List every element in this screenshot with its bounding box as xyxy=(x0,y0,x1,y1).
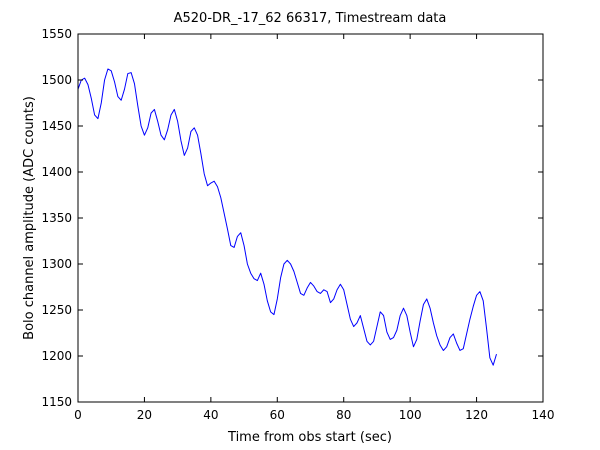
x-tick-label: 120 xyxy=(465,408,488,422)
x-axis-ticks: 0 20 40 60 80 100 120 140 xyxy=(74,34,554,422)
x-axis-label: Time from obs start (sec) xyxy=(227,430,392,445)
y-tick-label: 1250 xyxy=(41,303,72,317)
y-tick-label: 1400 xyxy=(41,165,72,179)
y-tick-label: 1550 xyxy=(41,27,72,41)
x-tick-label: 80 xyxy=(336,408,351,422)
plot-area xyxy=(78,34,543,402)
x-tick-label: 60 xyxy=(270,408,285,422)
y-tick-label: 1450 xyxy=(41,119,72,133)
y-tick-label: 1500 xyxy=(41,73,72,87)
x-tick-label: 20 xyxy=(137,408,152,422)
chart-title: A520-DR_-17_62 66317, Timestream data xyxy=(174,11,447,26)
data-layer xyxy=(77,68,497,366)
y-tick-label: 1300 xyxy=(41,257,72,271)
x-tick-label: 100 xyxy=(399,408,422,422)
x-tick-label: 40 xyxy=(203,408,218,422)
y-tick-label: 1150 xyxy=(41,395,72,409)
y-tick-label: 1200 xyxy=(41,349,72,363)
y-axis-ticks: 1150 1200 1250 1300 1350 1400 1450 1500 1550 xyxy=(41,27,543,409)
x-tick-label: 140 xyxy=(532,408,555,422)
y-tick-label: 1350 xyxy=(41,211,72,225)
series-line xyxy=(77,68,497,366)
y-axis-label: Bolo channel amplitude (ADC counts) xyxy=(22,96,37,340)
x-tick-label: 0 xyxy=(74,408,82,422)
